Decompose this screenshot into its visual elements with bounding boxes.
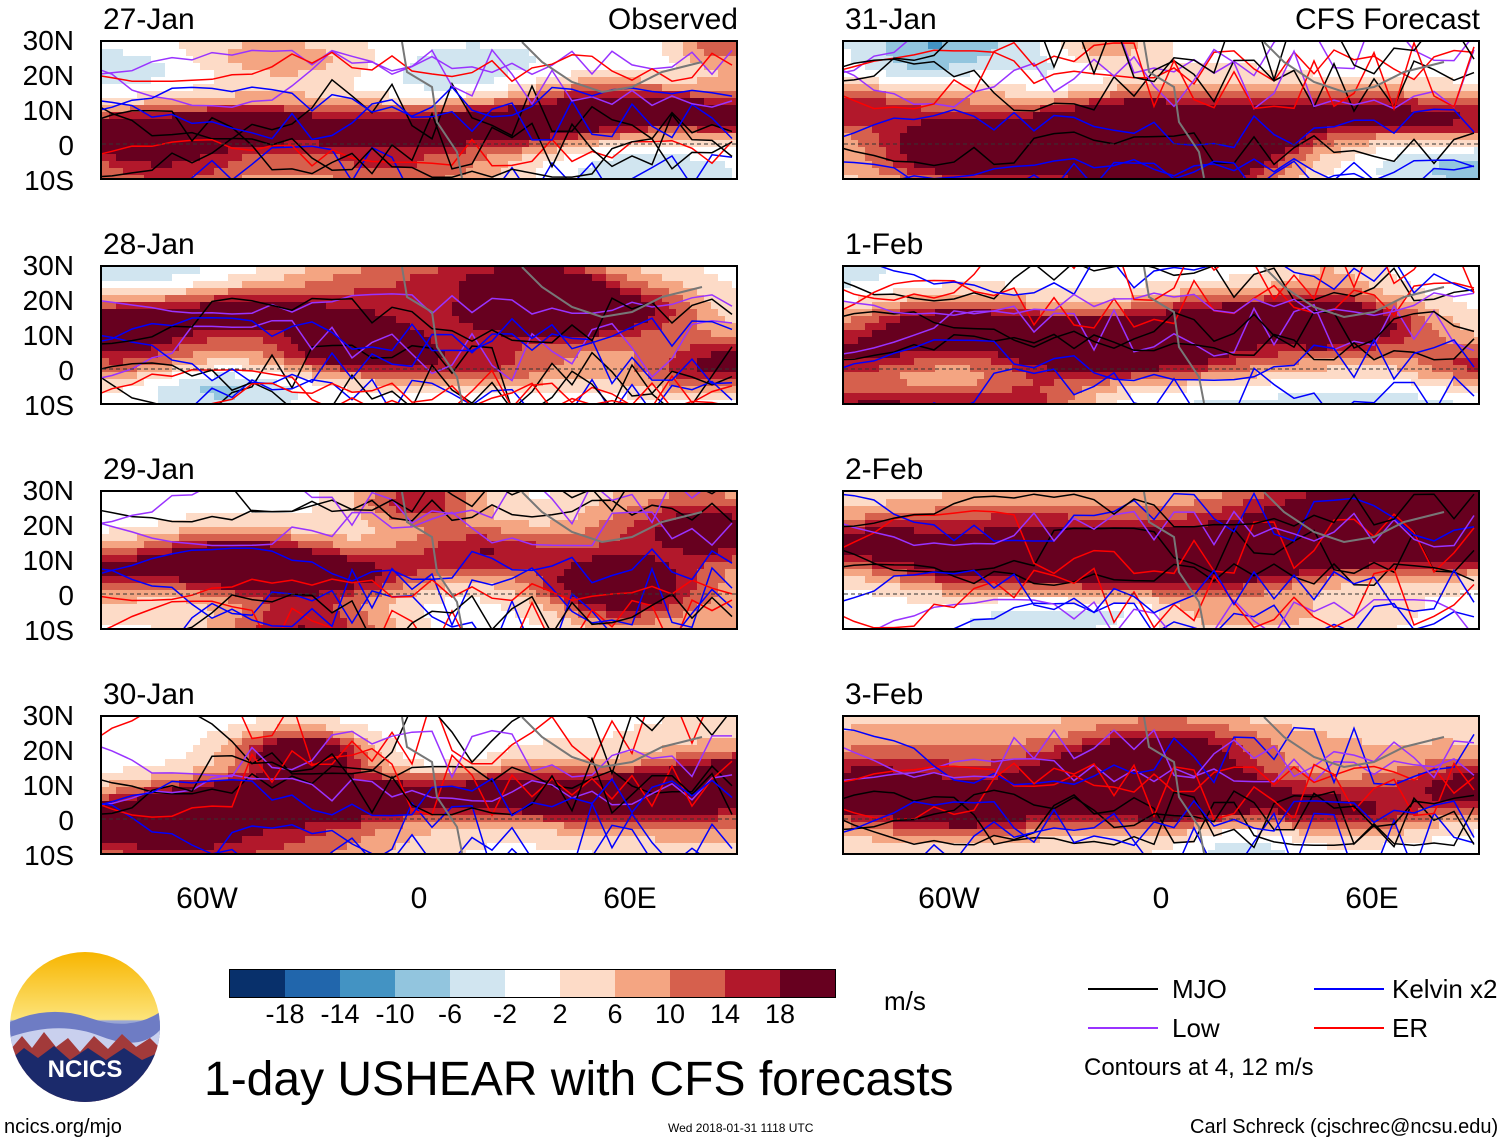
- colorbar-tick: 14: [709, 999, 741, 1029]
- lat-label: 0: [58, 580, 74, 611]
- lon-label-right-60w: 60W: [918, 882, 980, 915]
- map-panel-right-1: [842, 40, 1480, 180]
- legend-line-er: [1314, 1027, 1384, 1029]
- map-panel-right-2: [842, 265, 1480, 405]
- lat-label: 20N: [22, 735, 74, 766]
- panel-date-left-3: 29-Jan: [103, 453, 195, 486]
- lon-label-left-60e: 60E: [603, 882, 657, 915]
- legend-label-er: ER: [1392, 1013, 1429, 1043]
- panel-date-right-4: 3-Feb: [845, 678, 924, 711]
- colorbar-tick: 2: [552, 999, 568, 1029]
- observed-tag: Observed: [607, 3, 738, 36]
- lat-label: 20N: [22, 60, 74, 91]
- timestamp: Wed 2018-01-31 1118 UTC: [668, 1121, 814, 1135]
- colorbar-swatch: [450, 970, 505, 997]
- colorbar-tick: -10: [375, 999, 415, 1029]
- legend-label-mjo: MJO: [1172, 974, 1227, 1004]
- map-panel-left-2: [100, 265, 738, 405]
- colorbar-tick: 10: [654, 999, 686, 1029]
- lat-label: 0: [58, 130, 74, 161]
- credit: Carl Schreck (cjschrec@ncsu.edu): [1190, 1116, 1499, 1138]
- colorbar-swatch: [505, 970, 560, 997]
- contour-note: Contours at 4, 12 m/s: [1084, 1054, 1314, 1081]
- panel-date-left-2: 28-Jan: [103, 228, 195, 261]
- map-panel-left-3: [100, 490, 738, 630]
- panel-date-right-2: 1-Feb: [845, 228, 924, 261]
- map-panel-left-4: [100, 715, 738, 855]
- colorbar-tick: -14: [320, 999, 360, 1029]
- lat-label: 0: [58, 355, 74, 386]
- forecast-tag: CFS Forecast: [1294, 3, 1480, 36]
- site-link[interactable]: ncics.org/mjo: [4, 1116, 122, 1138]
- colorbar: [229, 969, 836, 998]
- lat-label: 10N: [22, 95, 74, 126]
- lat-label: 10N: [22, 545, 74, 576]
- lat-label: 10N: [22, 320, 74, 351]
- colorbar-unit: m/s: [884, 986, 926, 1016]
- colorbar-swatch: [780, 970, 835, 997]
- lat-label: 10S: [24, 615, 74, 646]
- colorbar-swatch: [670, 970, 725, 997]
- colorbar-tick: -6: [437, 999, 462, 1029]
- lat-label: 0: [58, 805, 74, 836]
- lon-label-left-0: 0: [410, 882, 428, 915]
- panel-date-left-4: 30-Jan: [103, 678, 195, 711]
- colorbar-swatch: [560, 970, 615, 997]
- colorbar-swatch: [725, 970, 780, 997]
- colorbar-swatch: [615, 970, 670, 997]
- map-panel-right-3: [842, 490, 1480, 630]
- lon-label-left-60w: 60W: [176, 882, 238, 915]
- legend-line-mjo: [1088, 988, 1158, 990]
- logo-text: NCICS: [48, 1056, 123, 1083]
- colorbar-tick: -18: [265, 999, 305, 1029]
- lat-label: 10N: [22, 770, 74, 801]
- panel-date-right-3: 2-Feb: [845, 453, 924, 486]
- map-panel-left-1: [100, 40, 738, 180]
- colorbar-tick: -2: [492, 999, 517, 1029]
- legend-label-kelvin: Kelvin x2: [1392, 974, 1498, 1004]
- lat-label: 10S: [24, 840, 74, 871]
- lat-label: 30N: [22, 475, 74, 506]
- legend-line-low: [1088, 1027, 1158, 1029]
- panel-date-left-1: 27-Jan: [103, 3, 195, 36]
- lat-label: 10S: [24, 165, 74, 196]
- lon-label-right-60e: 60E: [1345, 882, 1399, 915]
- colorbar-swatch: [285, 970, 340, 997]
- legend-label-low: Low: [1172, 1013, 1220, 1043]
- colorbar-tick: 18: [764, 999, 796, 1029]
- figure-title: 1-day USHEAR with CFS forecasts: [204, 1053, 954, 1106]
- lat-label: 30N: [22, 700, 74, 731]
- lat-label: 20N: [22, 285, 74, 316]
- legend-line-kelvin: [1314, 988, 1384, 990]
- lat-label: 20N: [22, 510, 74, 541]
- ncics-logo: NCICS: [10, 952, 160, 1102]
- colorbar-swatch: [340, 970, 395, 997]
- colorbar-tick: 6: [607, 999, 623, 1029]
- map-panel-right-4: [842, 715, 1480, 855]
- lat-label: 30N: [22, 25, 74, 56]
- panel-date-right-1: 31-Jan: [845, 3, 937, 36]
- colorbar-swatch: [395, 970, 450, 997]
- lat-label: 30N: [22, 250, 74, 281]
- colorbar-swatch: [230, 970, 285, 997]
- lon-label-right-0: 0: [1152, 882, 1170, 915]
- lat-label: 10S: [24, 390, 74, 421]
